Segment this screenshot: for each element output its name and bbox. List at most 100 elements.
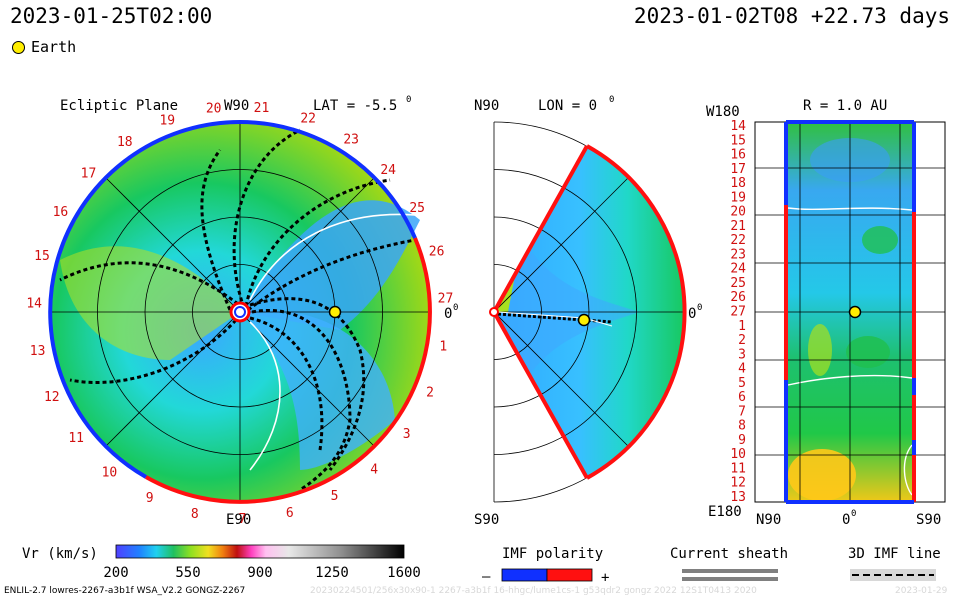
radius-ytick-7: 7 bbox=[738, 404, 746, 419]
radius-corner-bottom: E180 bbox=[708, 504, 742, 520]
radius-ytick-10: 10 bbox=[730, 447, 746, 462]
radius-ytick-25: 25 bbox=[730, 276, 746, 291]
ecliptic-title: Ecliptic Plane bbox=[60, 98, 178, 114]
radius-ytick-22: 22 bbox=[730, 233, 746, 248]
carrington-label-10: 10 bbox=[102, 465, 118, 480]
colorbar-gradient bbox=[115, 544, 405, 559]
radius-xtick-zero: 0 bbox=[842, 512, 850, 528]
polarity-minus: – bbox=[482, 569, 491, 585]
radius-xtick-south: S90 bbox=[916, 512, 941, 528]
radius-xtick-degree: 0 bbox=[851, 509, 856, 519]
carrington-label-26: 26 bbox=[429, 245, 445, 260]
radius-ytick-11: 11 bbox=[730, 462, 746, 477]
meridional-title: LON = 0 bbox=[538, 98, 597, 114]
sheath-line-2 bbox=[682, 577, 778, 581]
ecliptic-right-label: 0 bbox=[444, 306, 452, 322]
carrington-label-7: 7 bbox=[238, 512, 246, 527]
polarity-positive-swatch bbox=[546, 568, 593, 582]
carrington-label-12: 12 bbox=[44, 390, 60, 405]
carrington-label-4: 4 bbox=[370, 462, 378, 477]
carrington-label-18: 18 bbox=[117, 135, 133, 150]
radius-ytick-12: 12 bbox=[730, 476, 746, 491]
run-stamp: 2023-01-29 bbox=[895, 586, 948, 596]
polarity-plus: + bbox=[601, 570, 609, 586]
imf-polarity-legend: IMF polarity – + bbox=[482, 546, 609, 586]
radius-ytick-15: 15 bbox=[730, 133, 746, 148]
meridional-right-label: 0 bbox=[688, 306, 696, 322]
carrington-label-17: 17 bbox=[81, 166, 97, 181]
earth-marker-radius bbox=[848, 305, 862, 319]
imf-line-title: 3D IMF line bbox=[848, 546, 941, 562]
reference-time: 2023-01-02T08 +22.73 days bbox=[633, 4, 950, 28]
ecliptic-lat-label: LAT = -5.5 bbox=[313, 98, 397, 114]
meridional-panel: N90 LON = 0 0 0 0 S90 bbox=[474, 95, 702, 528]
simulation-time: 2023-01-25T02:00 bbox=[10, 4, 213, 28]
carrington-label-21: 21 bbox=[254, 101, 270, 116]
carrington-label-19: 19 bbox=[159, 113, 175, 128]
run-info: 20230224501/256x30x90-1 2267-a3b1f 16-hh… bbox=[310, 586, 757, 596]
radius-ytick-6: 6 bbox=[738, 390, 746, 405]
radius-panel: W180 R = 1.0 AU E180 N90 0 0 S90 1415161… bbox=[706, 98, 946, 528]
carrington-label-8: 8 bbox=[191, 507, 199, 522]
colorbar-tick-900: 900 bbox=[247, 565, 272, 581]
carrington-label-13: 13 bbox=[30, 344, 46, 359]
meridional-title-degree: 0 bbox=[609, 95, 614, 105]
radius-ytick-8: 8 bbox=[738, 419, 746, 434]
earth-marker-meridional bbox=[577, 313, 591, 327]
radius-ytick-labels: 1415161718192021222324252627123456789101… bbox=[730, 119, 746, 505]
radius-ytick-27: 27 bbox=[730, 305, 746, 320]
meridional-right-degree: 0 bbox=[697, 303, 702, 313]
carrington-label-15: 15 bbox=[34, 249, 50, 264]
radius-ytick-17: 17 bbox=[730, 162, 746, 177]
colorbar-tick-200: 200 bbox=[103, 565, 128, 581]
ecliptic-top-label: W90 bbox=[224, 98, 249, 114]
imf-line-bg bbox=[850, 569, 936, 581]
earth-marker-icon bbox=[12, 40, 25, 54]
earth-marker-ecliptic bbox=[328, 305, 342, 319]
carrington-label-14: 14 bbox=[26, 296, 42, 311]
carrington-label-16: 16 bbox=[53, 205, 69, 220]
carrington-label-9: 9 bbox=[146, 491, 154, 506]
sun-marker bbox=[229, 301, 251, 323]
radius-ytick-26: 26 bbox=[730, 290, 746, 305]
radius-ytick-3: 3 bbox=[738, 347, 746, 362]
colorbar: Vr (km/s) 200 550 900 1250 1600 bbox=[22, 544, 421, 581]
imf-line-legend: 3D IMF line bbox=[848, 546, 941, 581]
radius-ytick-5: 5 bbox=[738, 376, 746, 391]
radius-ytick-24: 24 bbox=[730, 262, 746, 277]
carrington-label-25: 25 bbox=[409, 201, 425, 216]
radius-xtick-north: N90 bbox=[756, 512, 781, 528]
carrington-label-5: 5 bbox=[331, 489, 339, 504]
imf-polarity-title: IMF polarity bbox=[502, 546, 603, 562]
carrington-label-1: 1 bbox=[439, 339, 447, 354]
ecliptic-lat-degree: 0 bbox=[406, 95, 411, 105]
radius-ytick-14: 14 bbox=[730, 119, 746, 134]
radius-ytick-2: 2 bbox=[738, 333, 746, 348]
model-info: ENLIL-2.7 lowres-2267-a3b1f WSA_V2.2 GON… bbox=[4, 586, 246, 596]
earth-legend-label: Earth bbox=[31, 38, 77, 56]
radius-ytick-9: 9 bbox=[738, 433, 746, 448]
radius-ytick-13: 13 bbox=[730, 490, 746, 505]
current-sheath-title: Current sheath bbox=[670, 546, 788, 562]
carrington-label-6: 6 bbox=[286, 506, 294, 521]
radius-ytick-18: 18 bbox=[730, 176, 746, 191]
ecliptic-panel: Ecliptic Plane W90 LAT = -5.5 0 0 0 E90 … bbox=[26, 95, 458, 528]
meridional-bottom-label: S90 bbox=[474, 512, 499, 528]
carrington-label-11: 11 bbox=[68, 431, 84, 446]
carrington-label-20: 20 bbox=[206, 102, 222, 117]
sheath-line-1 bbox=[682, 569, 778, 573]
radius-ytick-16: 16 bbox=[730, 148, 746, 163]
colorbar-ticks: 200 550 900 1250 1600 bbox=[103, 565, 421, 581]
carrington-label-2: 2 bbox=[426, 385, 434, 400]
colorbar-tick-1600: 1600 bbox=[387, 565, 421, 581]
carrington-label-22: 22 bbox=[300, 112, 316, 127]
polarity-negative-swatch bbox=[501, 568, 548, 582]
carrington-label-3: 3 bbox=[403, 427, 411, 442]
carrington-label-24: 24 bbox=[380, 163, 396, 178]
colorbar-tick-1250: 1250 bbox=[315, 565, 349, 581]
carrington-label-27: 27 bbox=[438, 292, 454, 307]
radius-corner-top: W180 bbox=[706, 104, 740, 120]
carrington-label-23: 23 bbox=[343, 133, 359, 148]
